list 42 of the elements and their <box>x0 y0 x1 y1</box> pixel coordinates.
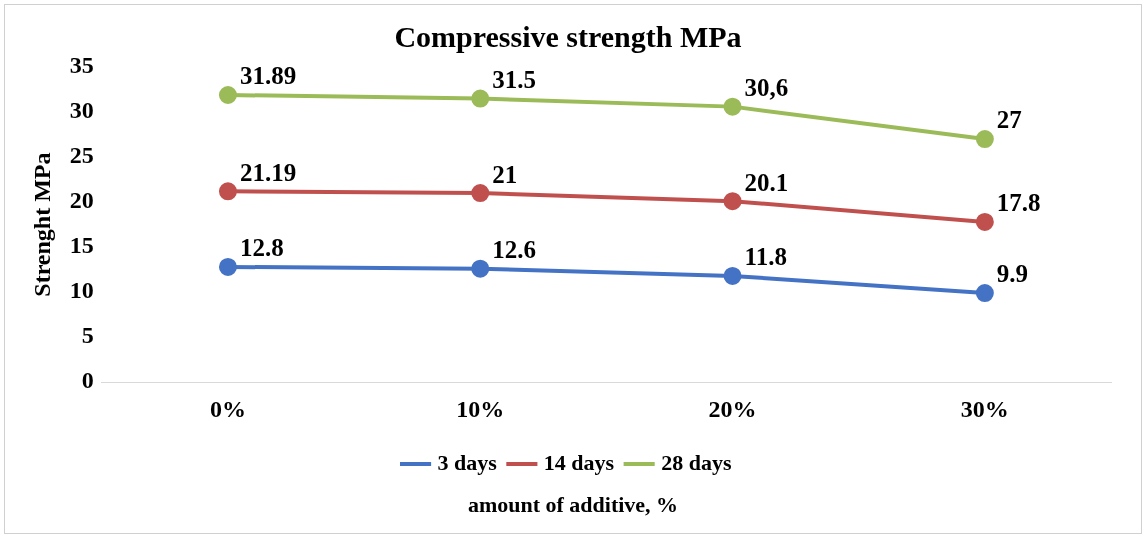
y-axis-title: Strenght MPa <box>28 152 55 297</box>
x-tick-label: 0% <box>209 395 246 422</box>
point <box>975 130 994 149</box>
legend-label: 3 days <box>437 449 498 475</box>
data-label: 27 <box>996 106 1022 134</box>
y-tick-label: 5 <box>81 322 94 349</box>
data-label: 12.6 <box>492 236 536 264</box>
x-tick-label: 30% <box>960 395 1009 422</box>
x-axis-title: amount of additive, % <box>466 492 680 518</box>
x-tick-label: 10% <box>456 395 505 422</box>
point <box>218 86 237 105</box>
y-tick-label: 30 <box>69 97 94 124</box>
data-label: 31.89 <box>239 62 297 90</box>
data-label: 9.9 <box>996 260 1029 288</box>
data-label: 17.8 <box>996 189 1041 217</box>
point <box>218 257 237 276</box>
legend-label: 28 days <box>661 449 732 475</box>
legend-label: 14 days <box>543 449 615 475</box>
data-label: 31.5 <box>492 65 536 93</box>
data-label: 20.1 <box>744 168 789 196</box>
y-tick-label: 10 <box>69 277 94 304</box>
point <box>975 212 994 231</box>
data-label: 21.19 <box>239 158 297 186</box>
y-tick-label: 20 <box>69 187 94 214</box>
y-tick-label: 0 <box>81 367 94 394</box>
y-tick-label: 25 <box>69 142 94 169</box>
x-tick-label: 20% <box>708 395 757 422</box>
point <box>723 266 742 285</box>
point <box>975 284 994 303</box>
point <box>723 192 742 211</box>
y-tick-label: 35 <box>69 52 94 79</box>
data-label: 21 <box>492 160 518 188</box>
point <box>471 89 490 108</box>
data-label: 30,6 <box>744 74 789 102</box>
data-label: 12.8 <box>239 234 284 262</box>
point <box>218 182 237 201</box>
y-tick-label: 15 <box>69 232 94 259</box>
point <box>471 259 490 278</box>
point <box>471 184 490 203</box>
data-label: 11.8 <box>744 243 787 271</box>
point <box>723 97 742 116</box>
chart-title: Compressive strength MPa <box>394 19 742 53</box>
